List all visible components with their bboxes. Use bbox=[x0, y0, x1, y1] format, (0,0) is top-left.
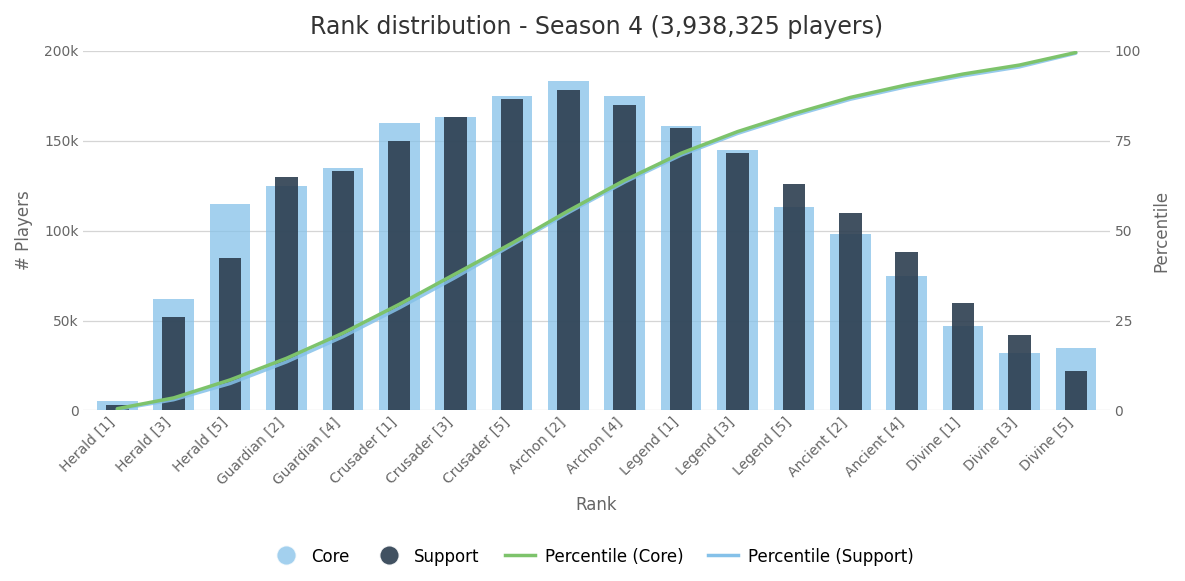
Bar bbox=[717, 150, 758, 411]
Bar bbox=[896, 252, 918, 411]
Bar bbox=[492, 96, 532, 411]
Percentile (Support) bbox=[787, 112, 801, 119]
Percentile (Core) bbox=[335, 329, 350, 336]
Bar bbox=[670, 128, 692, 411]
Bar bbox=[387, 141, 410, 411]
Percentile (Support) bbox=[956, 73, 971, 80]
Percentile (Core) bbox=[899, 81, 914, 88]
Bar bbox=[661, 126, 702, 411]
Bar bbox=[210, 203, 250, 411]
Bar bbox=[1056, 347, 1096, 411]
Y-axis label: # Players: # Players bbox=[15, 191, 33, 270]
Line: Percentile (Core): Percentile (Core) bbox=[117, 52, 1076, 408]
Percentile (Core) bbox=[674, 150, 688, 157]
Percentile (Core) bbox=[730, 128, 744, 135]
Bar bbox=[105, 405, 129, 411]
Bar bbox=[435, 117, 476, 411]
Percentile (Core) bbox=[110, 405, 124, 412]
Percentile (Core) bbox=[448, 270, 462, 277]
Bar bbox=[379, 123, 419, 411]
Percentile (Core) bbox=[956, 70, 971, 77]
Percentile (Support) bbox=[448, 274, 462, 281]
Percentile (Core) bbox=[223, 376, 237, 383]
Legend: Core, Support, Percentile (Core), Percentile (Support): Core, Support, Percentile (Core), Percen… bbox=[264, 541, 921, 573]
Bar bbox=[614, 105, 636, 411]
Percentile (Support) bbox=[110, 406, 124, 413]
Bar bbox=[557, 90, 579, 411]
Percentile (Core) bbox=[392, 301, 406, 308]
Percentile (Support) bbox=[392, 304, 406, 311]
Percentile (Support) bbox=[674, 152, 688, 159]
Percentile (Core) bbox=[1012, 62, 1026, 69]
Percentile (Core) bbox=[787, 110, 801, 117]
Line: Percentile (Support): Percentile (Support) bbox=[117, 53, 1076, 410]
Bar bbox=[332, 171, 354, 411]
Bar bbox=[1064, 371, 1087, 411]
Percentile (Support) bbox=[844, 96, 858, 103]
Percentile (Core) bbox=[617, 177, 632, 184]
Bar bbox=[97, 401, 137, 411]
Bar bbox=[501, 99, 524, 411]
Bar bbox=[219, 257, 242, 411]
Bar bbox=[839, 213, 861, 411]
Percentile (Support) bbox=[167, 396, 181, 403]
Title: Rank distribution - Season 4 (3,938,325 players): Rank distribution - Season 4 (3,938,325 … bbox=[310, 15, 883, 39]
X-axis label: Rank: Rank bbox=[576, 496, 617, 514]
Bar bbox=[153, 299, 194, 411]
Percentile (Support) bbox=[617, 178, 632, 185]
Percentile (Core) bbox=[505, 240, 519, 247]
Bar bbox=[322, 167, 363, 411]
Bar bbox=[604, 96, 645, 411]
Percentile (Support) bbox=[280, 358, 294, 365]
Percentile (Support) bbox=[562, 209, 576, 216]
Bar bbox=[886, 275, 927, 411]
Bar bbox=[267, 185, 307, 411]
Bar bbox=[830, 234, 871, 411]
Bar bbox=[1008, 335, 1031, 411]
Y-axis label: Percentile: Percentile bbox=[1152, 189, 1170, 272]
Bar bbox=[774, 207, 814, 411]
Percentile (Support) bbox=[223, 380, 237, 387]
Bar bbox=[162, 317, 185, 411]
Percentile (Support) bbox=[730, 130, 744, 137]
Bar bbox=[999, 353, 1039, 411]
Percentile (Support) bbox=[1069, 50, 1083, 57]
Percentile (Core) bbox=[562, 207, 576, 214]
Bar bbox=[444, 117, 467, 411]
Percentile (Core) bbox=[1069, 49, 1083, 56]
Bar bbox=[782, 184, 805, 411]
Bar bbox=[275, 177, 297, 411]
Bar bbox=[943, 326, 984, 411]
Percentile (Core) bbox=[280, 355, 294, 362]
Percentile (Core) bbox=[167, 394, 181, 401]
Percentile (Support) bbox=[1012, 63, 1026, 70]
Percentile (Core) bbox=[844, 94, 858, 101]
Percentile (Support) bbox=[335, 333, 350, 340]
Percentile (Support) bbox=[505, 242, 519, 249]
Bar bbox=[726, 153, 749, 411]
Bar bbox=[549, 81, 589, 411]
Bar bbox=[952, 303, 974, 411]
Percentile (Support) bbox=[899, 83, 914, 90]
